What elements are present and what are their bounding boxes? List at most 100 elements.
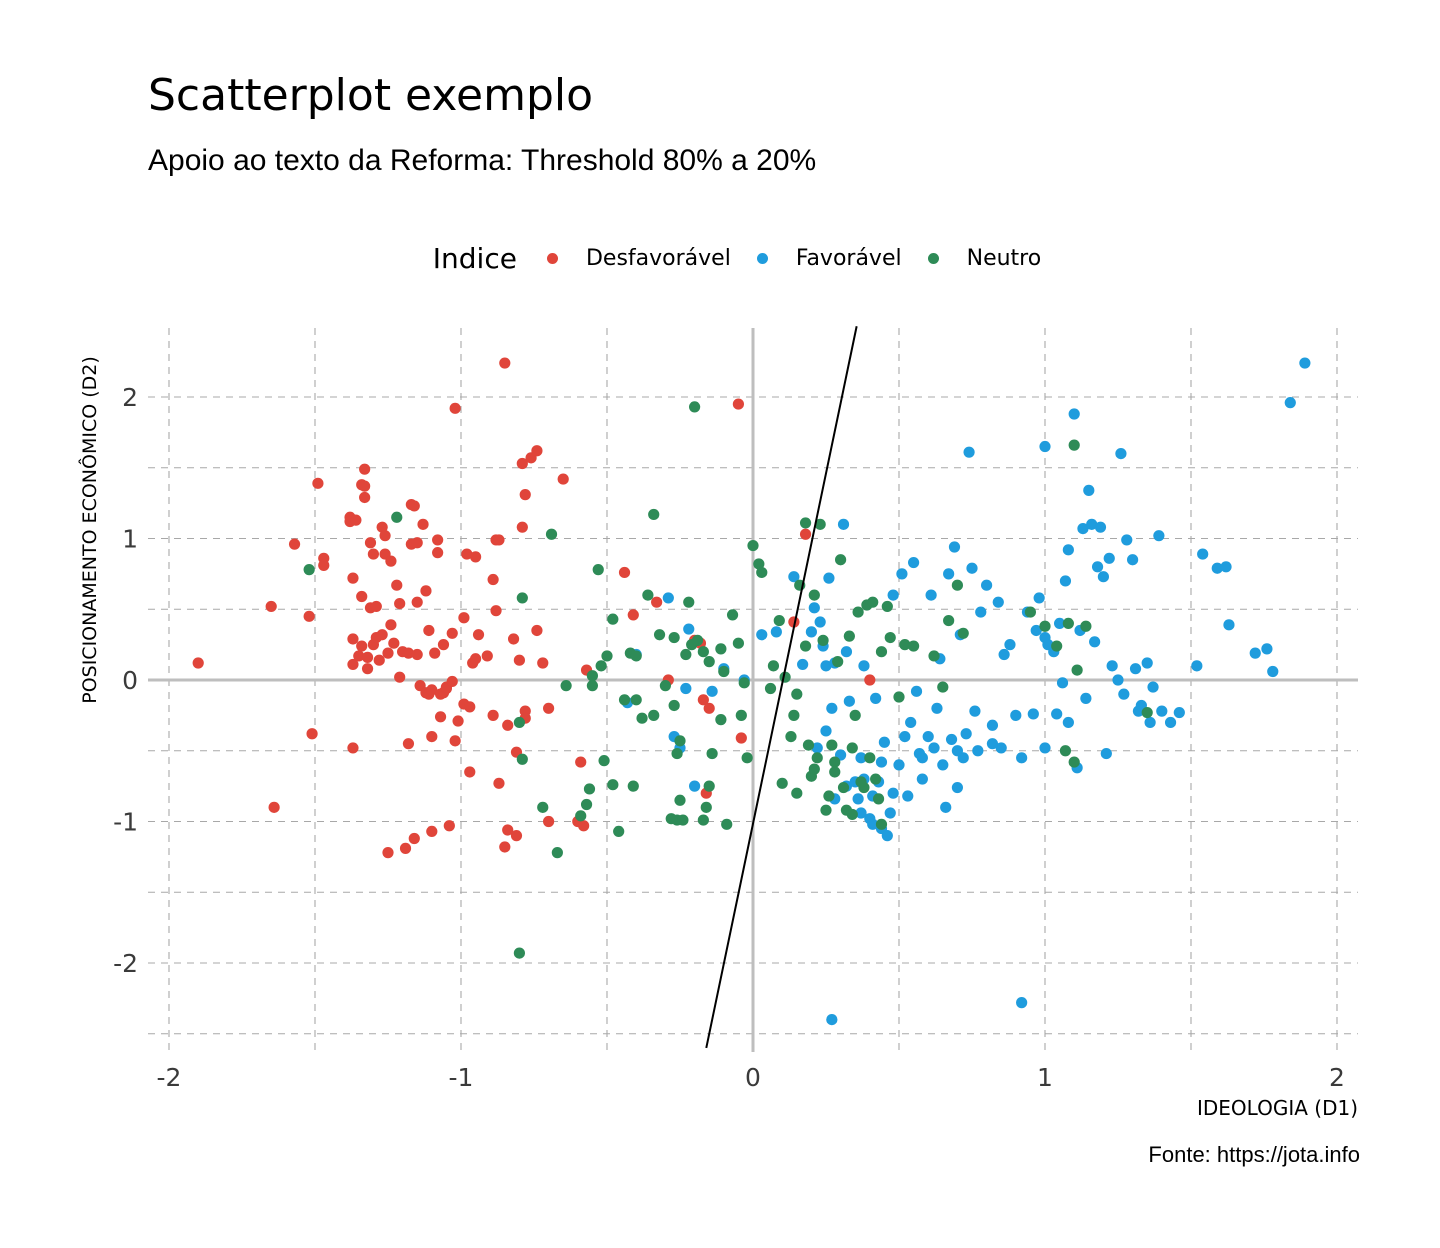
data-point <box>499 357 511 369</box>
data-point <box>928 650 940 662</box>
data-point <box>925 589 937 601</box>
data-point <box>875 818 888 830</box>
data-point <box>706 747 718 760</box>
data-point <box>516 592 528 604</box>
data-point <box>347 633 359 645</box>
data-point <box>411 596 423 608</box>
data-point <box>288 538 301 550</box>
data-point <box>1223 619 1235 631</box>
data-point <box>893 759 905 771</box>
data-point <box>951 579 964 591</box>
data-point <box>875 646 888 658</box>
data-point <box>598 755 610 767</box>
data-point <box>922 731 934 743</box>
data-point <box>1010 709 1022 721</box>
data-point <box>697 646 709 658</box>
data-point <box>618 694 631 706</box>
data-point <box>1284 397 1296 409</box>
data-point <box>1054 617 1066 630</box>
data-point <box>814 518 826 530</box>
data-point <box>592 564 604 576</box>
data-point <box>732 637 745 649</box>
data-point <box>805 626 818 638</box>
data-point <box>992 596 1004 608</box>
data-point <box>937 759 949 771</box>
data-point <box>662 592 674 604</box>
x-tick-label: 2 <box>1329 1063 1345 1092</box>
data-point <box>799 517 812 529</box>
data-point <box>1039 742 1051 754</box>
data-point <box>1299 357 1311 369</box>
data-point <box>788 709 800 721</box>
chart-subtitle: Apoio ao texto da Reforma: Threshold 80%… <box>148 144 817 177</box>
data-point <box>364 537 377 549</box>
data-point <box>1106 660 1118 672</box>
data-point <box>998 648 1010 661</box>
data-point <box>531 445 543 457</box>
data-point <box>951 745 964 757</box>
series-desfavoravel <box>192 357 876 859</box>
data-point <box>799 640 812 652</box>
data-point <box>1080 692 1092 704</box>
data-point <box>382 647 394 659</box>
legend-title: Indice <box>432 242 517 275</box>
data-point <box>391 511 403 523</box>
x-axis-label: IDEOLOGIA (D1) <box>1197 1096 1358 1120</box>
data-point <box>986 719 999 731</box>
data-point <box>648 709 660 721</box>
data-point <box>543 702 555 714</box>
data-point <box>1127 554 1139 566</box>
data-point <box>361 651 374 663</box>
data-point <box>887 787 899 799</box>
data-point <box>706 685 718 697</box>
y-tick-label: 2 <box>122 383 138 412</box>
data-point <box>613 825 625 838</box>
data-point <box>808 589 820 601</box>
y-axis-label: POSICIONAMENTO ECONÔMICO (D2) <box>77 356 101 704</box>
data-point <box>452 715 464 727</box>
data-point <box>461 548 473 560</box>
data-point <box>986 738 999 750</box>
data-point <box>835 554 847 566</box>
data-point <box>916 752 928 764</box>
data-point <box>858 660 870 672</box>
data-point <box>636 712 648 724</box>
data-point <box>975 606 987 618</box>
data-point <box>1115 448 1127 460</box>
data-point <box>1062 544 1074 556</box>
data-point <box>887 589 899 601</box>
data-point <box>1068 756 1080 768</box>
legend: Indice Desfavorável Favorável Neutro <box>0 242 1440 275</box>
data-point <box>586 670 599 682</box>
data-point <box>677 814 689 826</box>
data-point <box>916 773 928 785</box>
data-point <box>867 596 879 608</box>
data-point <box>408 832 420 845</box>
y-tick-label: 1 <box>122 525 138 554</box>
data-point <box>902 790 914 802</box>
data-point <box>347 742 359 754</box>
data-point <box>367 548 379 560</box>
data-point <box>426 731 438 743</box>
data-point <box>420 585 432 597</box>
data-point <box>545 528 558 540</box>
data-point <box>864 674 876 686</box>
data-point <box>680 682 692 695</box>
data-point <box>583 783 596 795</box>
data-point <box>683 596 695 608</box>
data-point <box>1071 664 1083 676</box>
data-point <box>770 626 782 638</box>
data-point <box>312 477 324 489</box>
data-point <box>531 624 543 637</box>
data-point <box>537 801 549 813</box>
data-point <box>829 766 841 778</box>
data-point <box>764 682 777 695</box>
data-point <box>1062 617 1074 630</box>
data-point <box>843 630 855 642</box>
data-point <box>411 648 423 661</box>
data-point <box>1267 665 1279 678</box>
data-point <box>1103 552 1115 564</box>
data-point <box>601 650 613 662</box>
data-point <box>700 801 712 813</box>
